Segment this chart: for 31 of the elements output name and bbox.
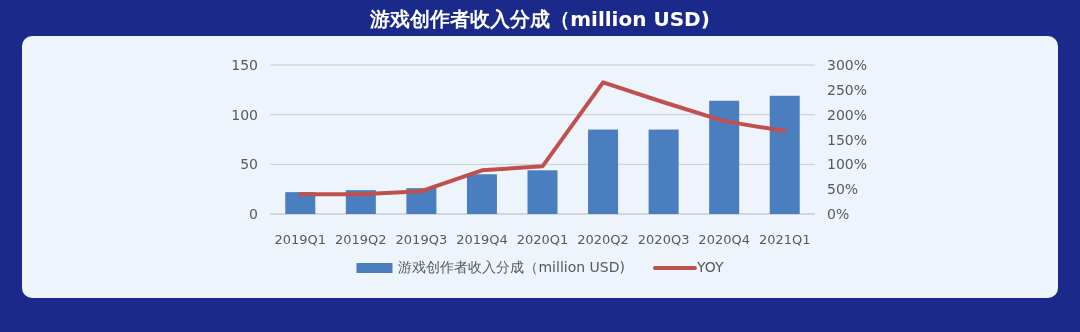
y2-tick-label: 200% xyxy=(827,106,868,123)
y2-tick-label: 0% xyxy=(827,206,850,222)
legend-label: 游戏创作者收入分成（million USD) xyxy=(398,259,625,275)
x-tick-label: 2020Q3 xyxy=(637,232,690,247)
y2-tick-label: 150% xyxy=(827,131,868,148)
chart-title: 游戏创作者收入分成（million USD) xyxy=(369,7,710,31)
bar xyxy=(588,129,619,214)
x-tick-label: 2019Q4 xyxy=(456,232,508,247)
line-series xyxy=(298,80,787,197)
y2-tick-label: 50% xyxy=(827,181,859,198)
bar xyxy=(709,100,740,214)
x-tick-label: 2021Q1 xyxy=(758,232,811,247)
y2-tick-label: 100% xyxy=(827,156,868,173)
x-tick-label: 2020Q2 xyxy=(577,232,629,247)
y2-tick-label: 250% xyxy=(827,81,868,98)
x-tick-label: 2019Q3 xyxy=(395,232,448,247)
x-tick-label: 2019Q1 xyxy=(274,232,327,247)
bar xyxy=(466,174,497,214)
y-tick-label: 50 xyxy=(240,156,258,173)
bar xyxy=(527,170,558,214)
bar xyxy=(285,192,316,214)
bar xyxy=(769,95,800,214)
x-tick-label: 2020Q4 xyxy=(698,232,750,247)
legend-label: YOY xyxy=(695,259,724,275)
y-tick-label: 0 xyxy=(249,206,258,222)
bar xyxy=(648,129,679,214)
x-tick-label: 2020Q1 xyxy=(516,232,569,247)
y2-tick-label: 300% xyxy=(827,57,868,73)
y-tick-label: 150 xyxy=(231,57,258,73)
y-tick-label: 100 xyxy=(231,106,258,123)
x-tick-label: 2019Q2 xyxy=(335,232,387,247)
